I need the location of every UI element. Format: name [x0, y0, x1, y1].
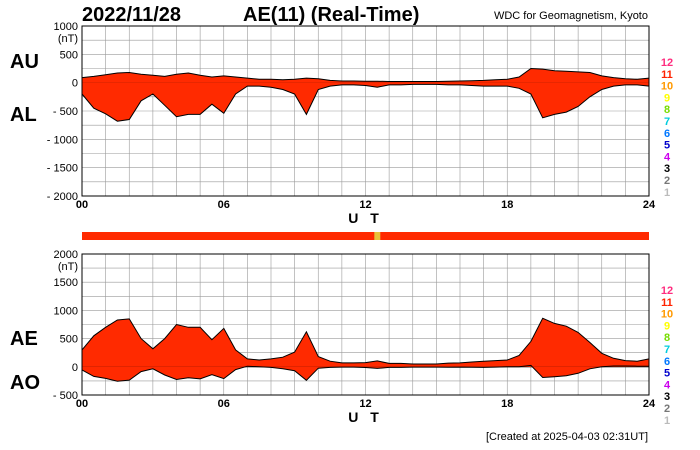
y-tick-label: - 2000	[47, 191, 78, 203]
station-level-label: 11	[661, 69, 673, 81]
x-tick-label: 18	[501, 199, 513, 211]
x-tick-label: 06	[218, 199, 230, 211]
x-tick-label: 18	[501, 398, 513, 410]
created-timestamp: [Created at 2025-04-03 02:31UT]	[485, 431, 648, 443]
series-fill-ao	[82, 365, 649, 382]
y-tick-label: 1500	[54, 277, 78, 289]
y-tick-label: 1000	[54, 305, 78, 317]
station-level-label: 2	[664, 403, 670, 415]
station-level-label: 5	[664, 140, 670, 152]
station-level-label: 7	[664, 344, 670, 356]
station-level-label: 9	[664, 320, 670, 332]
y-tick-label: 0	[72, 78, 78, 90]
series-line-ae	[81, 317, 650, 365]
station-level-label: 8	[664, 332, 670, 344]
series-fill-al	[82, 82, 649, 122]
y-tick-label: 2000	[54, 249, 78, 261]
x-tick-label: 00	[76, 199, 88, 211]
y-tick-label: 1000	[54, 21, 78, 33]
station-level-label: 10	[661, 81, 673, 93]
station-level-label: 6	[664, 356, 670, 368]
station-level-label: 6	[664, 128, 670, 140]
x-tick-label: 24	[643, 199, 656, 211]
y-unit-label: (nT)	[58, 33, 78, 45]
station-level-label: 11	[661, 297, 673, 309]
station-status-bar	[82, 232, 649, 240]
station-level-label: 1	[664, 415, 670, 427]
station-status-marker	[374, 232, 381, 240]
y-tick-label: - 1000	[47, 134, 78, 146]
y-unit-label: (nT)	[58, 261, 78, 273]
y-tick-label: - 500	[53, 106, 78, 118]
station-level-label: 12	[661, 285, 673, 297]
station-level-label: 4	[664, 151, 671, 163]
series-line-al	[81, 83, 650, 122]
station-level-label: 12	[661, 57, 673, 69]
y-tick-label: 0	[72, 362, 78, 374]
ao-label: AO	[10, 372, 40, 394]
date-title: 2022/11/28	[82, 4, 181, 26]
panel-frame	[81, 253, 650, 396]
index-title: AE(11) (Real-Time)	[243, 4, 420, 26]
station-level-label: 4	[664, 379, 671, 391]
x-tick-label: 00	[76, 398, 88, 410]
series-fill-ae	[82, 318, 649, 367]
y-tick-label: 500	[60, 49, 78, 61]
ae-label: AE	[10, 328, 38, 350]
panel-frame	[81, 25, 650, 197]
station-level-label: 3	[664, 391, 670, 403]
series-fill-au	[82, 68, 649, 83]
x-axis-label: U T	[348, 210, 383, 226]
y-tick-label: 500	[60, 334, 78, 346]
x-tick-label: 24	[643, 398, 656, 410]
y-tick-label: - 500	[53, 390, 78, 402]
al-label: AL	[10, 104, 37, 126]
station-level-label: 2	[664, 175, 670, 187]
station-level-label: 8	[664, 104, 670, 116]
station-level-label: 9	[664, 92, 670, 104]
x-tick-label: 12	[359, 199, 371, 211]
panel-au-al: 1000 500 0 - 500 - 1000 - 1500 - 2000 (nT) 00 06 1…	[47, 21, 673, 226]
station-level-label: 5	[664, 368, 670, 380]
station-level-label: 1	[664, 187, 670, 199]
x-tick-label: 06	[218, 398, 230, 410]
x-axis-label: U T	[348, 409, 383, 425]
station-level-label: 3	[664, 163, 670, 175]
series-line-ao	[81, 364, 649, 382]
series-line-au	[81, 67, 650, 82]
x-tick-label: 12	[359, 398, 371, 410]
y-tick-label: - 1500	[47, 163, 78, 175]
data-source-label: WDC for Geomagnetism, Kyoto	[493, 10, 648, 22]
au-label: AU	[10, 51, 39, 73]
station-level-label: 7	[664, 116, 670, 128]
station-level-label: 10	[661, 309, 673, 321]
